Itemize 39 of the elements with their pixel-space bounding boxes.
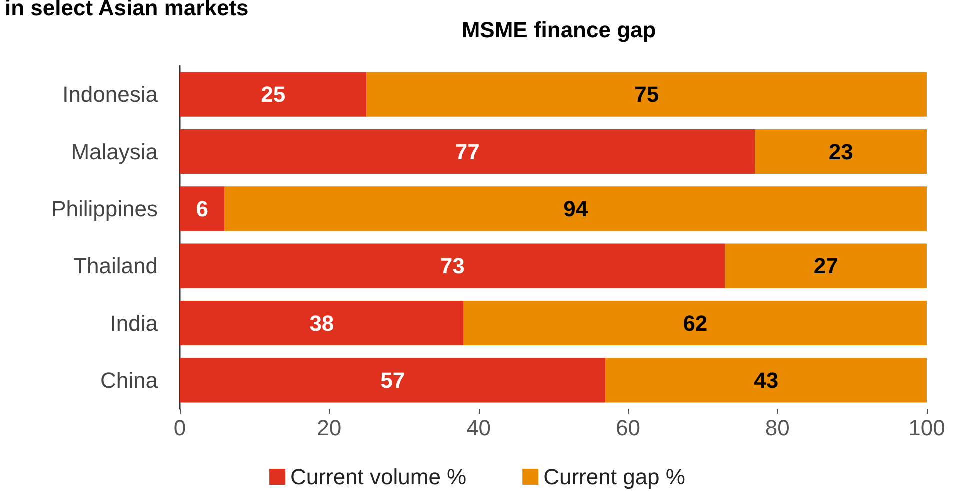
bar <box>180 358 606 403</box>
data-label: 43 <box>754 368 779 393</box>
legend-label: Current gap % <box>544 464 686 490</box>
x-tick-label: 0 <box>174 416 186 440</box>
y-tick-label: Thailand <box>74 254 158 279</box>
y-tick-label: Philippines <box>52 196 158 222</box>
x-tick-label: 80 <box>765 416 790 440</box>
bar <box>755 129 927 174</box>
x-tick-label: 60 <box>616 416 640 440</box>
data-label: 73 <box>440 254 465 279</box>
y-tick-label: India <box>110 310 159 336</box>
bar <box>180 244 726 288</box>
data-label: 38 <box>310 310 334 336</box>
bar <box>180 129 756 174</box>
data-label: 77 <box>455 139 480 164</box>
bar <box>224 186 927 232</box>
bar <box>180 186 225 232</box>
bar <box>366 72 927 117</box>
bar <box>464 300 927 346</box>
data-label: 27 <box>814 254 838 279</box>
data-label: 25 <box>261 82 286 108</box>
data-label: 6 <box>196 196 209 222</box>
data-label: 57 <box>380 368 406 393</box>
bar <box>606 358 927 403</box>
chart-subtitle: MSME finance gap <box>462 18 656 42</box>
x-tick-label: 100 <box>908 416 946 440</box>
bar <box>180 300 464 346</box>
bar <box>180 72 367 117</box>
data-label: 75 <box>634 82 660 108</box>
data-label: 62 <box>683 310 708 336</box>
x-tick-label: 40 <box>466 416 492 440</box>
y-tick-label: Indonesia <box>62 82 159 108</box>
bar <box>725 244 927 288</box>
y-tick-label: Malaysia <box>71 139 159 164</box>
y-tick-label: China <box>100 368 159 393</box>
x-tick-label: 20 <box>317 416 342 440</box>
data-label: 94 <box>564 196 589 222</box>
legend-label: Current volume % <box>290 464 467 490</box>
data-label: 23 <box>828 139 854 164</box>
